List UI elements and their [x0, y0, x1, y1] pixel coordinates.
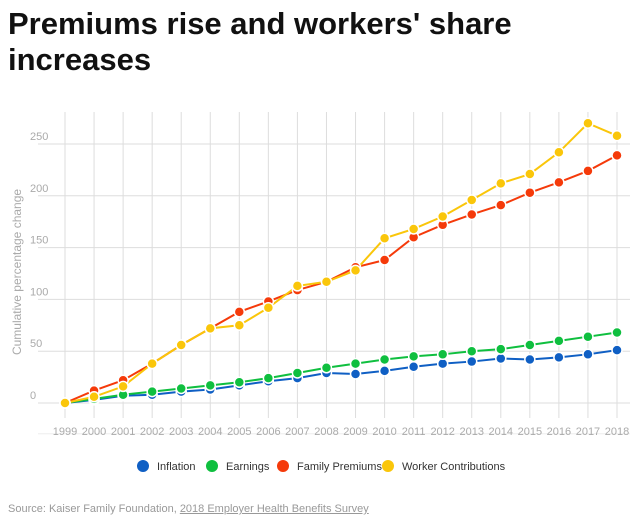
data-point: [611, 326, 623, 339]
data-point: [59, 397, 71, 409]
y-axis-label: Cumulative percentage change: [10, 189, 24, 355]
data-point: [233, 376, 246, 389]
data-point: [320, 276, 333, 288]
data-point: [349, 357, 362, 370]
legend-marker: [277, 460, 289, 472]
data-point: [407, 360, 420, 373]
x-tick-label: 1999: [53, 426, 77, 438]
line-chart: 0 50 100 150 200 250 1999 2000 2001 2002 2003 2004 2…: [10, 112, 630, 473]
data-point: [611, 129, 623, 142]
data-point: [378, 365, 391, 377]
data-point: [465, 355, 478, 368]
data-point: [524, 168, 536, 180]
data-point: [611, 149, 623, 162]
y-tick-label: 0: [30, 390, 36, 402]
x-tick-label: 2009: [343, 426, 367, 438]
data-point: [378, 232, 391, 245]
x-tick-label: 2005: [227, 426, 251, 438]
data-point: [262, 372, 275, 384]
chart-title: Premiums rise and workers' share increas…: [8, 6, 512, 77]
data-point: [553, 146, 565, 159]
data-point: [175, 382, 187, 395]
data-point: [349, 264, 362, 277]
data-point: [495, 343, 507, 355]
data-point: [611, 344, 623, 356]
data-point: [524, 186, 536, 199]
x-tick-label: 2008: [314, 426, 338, 438]
data-point: [291, 280, 304, 292]
data-point: [204, 379, 217, 392]
data-point: [233, 319, 246, 332]
data-point: [349, 368, 362, 380]
data-point: [553, 351, 565, 364]
data-point: [436, 210, 449, 223]
data-point: [524, 339, 536, 351]
source-prefix: Source: Kaiser Family Foundation,: [8, 503, 180, 515]
data-point: [407, 350, 420, 363]
data-point: [582, 348, 594, 361]
data-point: [436, 348, 449, 361]
data-point: [262, 301, 275, 314]
legend-label: Earnings: [226, 461, 270, 473]
data-point: [436, 357, 449, 370]
data-point: [378, 254, 391, 266]
legend-label: Inflation: [157, 461, 196, 473]
x-tick-label: 2003: [169, 426, 193, 438]
x-tick-label: 2017: [576, 426, 600, 438]
data-point: [465, 194, 478, 206]
data-point: [524, 353, 536, 366]
data-point: [582, 117, 594, 130]
data-point: [146, 357, 158, 370]
x-tick-label: 2010: [372, 426, 396, 438]
y-tick-label: 250: [30, 131, 48, 143]
data-point: [320, 362, 333, 374]
legend-marker: [137, 460, 149, 472]
data-point: [495, 177, 507, 190]
x-tick-label: 2016: [547, 426, 571, 438]
x-tick-label: 2018: [605, 426, 629, 438]
x-tick-label: 2000: [82, 426, 106, 438]
x-tick-label: 2006: [256, 426, 280, 438]
legend-marker: [206, 460, 218, 472]
y-tick-label: 100: [30, 286, 48, 298]
data-point: [465, 345, 478, 357]
data-point: [582, 165, 594, 177]
x-tick-label: 2004: [198, 426, 222, 438]
x-tick-label: 2012: [430, 426, 454, 438]
data-point: [117, 380, 129, 393]
data-point: [495, 352, 507, 365]
data-point: [553, 176, 565, 189]
data-point: [582, 330, 594, 343]
data-point: [465, 208, 478, 221]
data-point: [378, 353, 391, 366]
y-tick-label: 150: [30, 235, 48, 247]
y-tick-label: 200: [30, 183, 48, 195]
data-point: [204, 322, 217, 335]
x-tick-label: 2014: [489, 426, 513, 438]
legend-label: Worker Contributions: [402, 461, 506, 473]
data-point: [553, 335, 565, 347]
data-point: [88, 391, 100, 403]
x-tick-label: 2015: [518, 426, 542, 438]
x-tick-label: 2002: [140, 426, 164, 438]
data-point: [495, 199, 507, 211]
source-note: Source: Kaiser Family Foundation, 2018 E…: [8, 503, 369, 515]
data-point: [291, 367, 304, 379]
x-tick-label: 2001: [111, 426, 135, 438]
data-point: [233, 306, 246, 318]
x-tick-label: 2007: [285, 426, 309, 438]
data-point: [146, 385, 158, 398]
data-point: [407, 223, 420, 235]
legend-marker: [382, 460, 394, 472]
y-tick-label: 50: [30, 338, 42, 350]
data-point: [175, 339, 187, 351]
x-tick-label: 2013: [459, 426, 483, 438]
source-link[interactable]: 2018 Employer Health Benefits Survey: [179, 503, 369, 515]
legend-label: Family Premiums: [297, 461, 382, 473]
x-tick-label: 2011: [402, 426, 426, 438]
